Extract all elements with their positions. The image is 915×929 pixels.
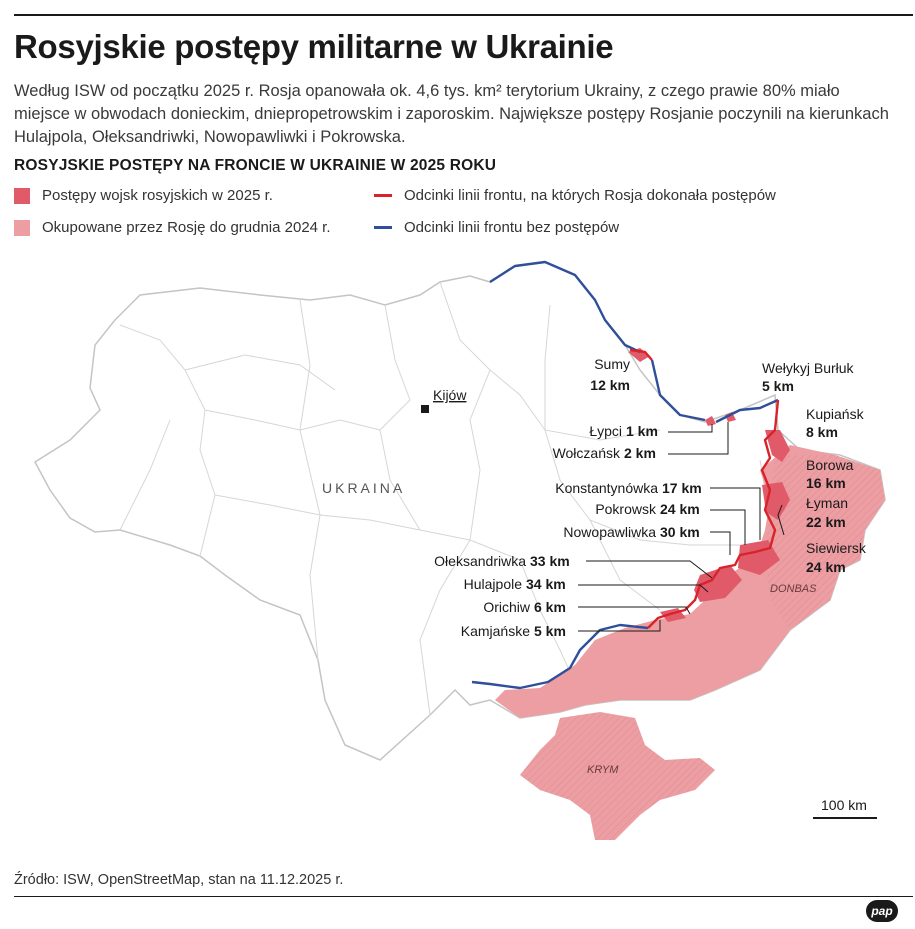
direction-siewiersk: Siewiersk 24 km	[806, 540, 867, 575]
direction-name-pokrowsk: Pokrowsk	[595, 501, 657, 517]
front-line-no-advances	[471, 260, 779, 690]
direction-name-orichiw: Orichiw	[483, 599, 531, 615]
top-rule	[14, 14, 913, 16]
direction-pokrowsk: Pokrowsk 24 km	[595, 501, 699, 517]
direction-lyman: Łyman 22 km	[806, 495, 848, 530]
bottom-rule	[14, 896, 913, 897]
direction-km-sumy: 12 km	[590, 377, 630, 393]
direction-hulajpole: Hulajpole 34 km	[464, 576, 566, 592]
front-advances-line-swatch	[374, 194, 392, 197]
legend-label-advances-2025: Postępy wojsk rosyjskich w 2025 r.	[42, 187, 273, 204]
direction-name-borowa: Borowa	[806, 457, 854, 473]
legend-label-front-no-advances: Odcinki linii frontu bez postępów	[404, 219, 620, 236]
direction-km-kamjanske: 5 km	[534, 623, 566, 639]
direction-wolczansk: Wołczańsk 2 km	[553, 445, 656, 461]
direction-name-lypci: Łypci	[589, 423, 622, 439]
direction-km-lyman: 22 km	[806, 514, 846, 530]
direction-name-kupiansk: Kupiańsk	[806, 406, 865, 422]
direction-kamjanske: Kamjańske 5 km	[461, 623, 566, 639]
legend-label-front-advances: Odcinki linii frontu, na których Rosja d…	[404, 187, 776, 204]
direction-oleksandriwka: Ołeksandriwka 33 km	[434, 553, 570, 569]
leader-lines	[578, 422, 785, 632]
direction-borowa: Borowa 16 km	[806, 457, 854, 491]
direction-km-orichiw: 6 km	[534, 599, 566, 615]
front-no-advances-line-swatch	[374, 226, 392, 229]
kyiv-label: Kijów	[433, 387, 467, 403]
direction-km-kupiansk: 8 km	[806, 424, 838, 440]
direction-sumy: Sumy 12 km	[590, 356, 630, 393]
page-title: Rosyjskie postępy militarne w Ukrainie	[14, 28, 614, 65]
direction-lypci: Łypci 1 km	[589, 423, 658, 439]
direction-kupiansk: Kupiańsk 8 km	[806, 406, 865, 440]
direction-km-siewiersk: 24 km	[806, 559, 846, 575]
direction-welykyj-burluk: Wełykyj Burłuk 5 km	[762, 360, 855, 394]
direction-km-pokrowsk: 24 km	[660, 501, 700, 517]
direction-km-konstantynowka: 17 km	[662, 480, 702, 496]
krym-label: KRYM	[587, 764, 619, 776]
ukraine-outline	[34, 261, 886, 761]
direction-km-nowopawliwka: 30 km	[660, 524, 700, 540]
advances-2025-swatch	[14, 187, 30, 204]
lead-paragraph: Według ISW od początku 2025 r. Rosja opa…	[14, 82, 889, 146]
direction-km-oleksandriwka: 33 km	[530, 553, 570, 569]
country-label: UKRAINA	[322, 480, 405, 496]
legend-item-occupied-2024: Okupowane przez Rosję do grudnia 2024 r.	[14, 219, 331, 236]
legend-item-front-no-advances: Odcinki linii frontu bez postępów	[374, 219, 619, 236]
legend-label-occupied-2024: Okupowane przez Rosję do grudnia 2024 r.	[42, 219, 331, 236]
direction-name-welykyj-burluk: Wełykyj Burłuk	[762, 360, 855, 376]
donbas-label: DONBAS	[770, 583, 817, 595]
direction-name-hulajpole: Hulajpole	[464, 576, 523, 592]
scale-bar: 100 km	[813, 797, 877, 819]
map-subtitle: ROSYJSKIE POSTĘPY NA FRONCIE W UKRAINIE …	[14, 157, 497, 174]
direction-name-lyman: Łyman	[806, 495, 848, 511]
source-note: Źródło: ISW, OpenStreetMap, stan na 11.1…	[14, 872, 344, 888]
direction-name-konstantynowka: Konstantynówka	[555, 480, 658, 496]
direction-name-oleksandriwka: Ołeksandriwka	[434, 553, 526, 569]
ukraine-map: Kijów UKRAINA DONBAS KRYM Sumy 12 km Weł…	[34, 260, 886, 840]
direction-km-borowa: 16 km	[806, 475, 846, 491]
legend: Postępy wojsk rosyjskich w 2025 r. Okupo…	[14, 186, 914, 246]
direction-km-wolczansk: 2 km	[624, 445, 656, 461]
direction-km-lypci: 1 km	[626, 423, 658, 439]
pap-logo: pap	[866, 900, 898, 922]
direction-konstantynowka: Konstantynówka 17 km	[555, 480, 701, 496]
direction-nowopawliwka: Nowopawliwka 30 km	[563, 524, 699, 540]
crimea-hatch	[520, 712, 715, 840]
direction-name-sumy: Sumy	[594, 356, 630, 372]
direction-name-wolczansk: Wołczańsk	[553, 445, 621, 461]
direction-name-siewiersk: Siewiersk	[806, 540, 867, 556]
direction-name-nowopawliwka: Nowopawliwka	[563, 524, 656, 540]
scale-label: 100 km	[821, 797, 867, 813]
direction-orichiw: Orichiw 6 km	[483, 599, 566, 615]
kyiv-marker	[421, 405, 429, 413]
legend-item-front-advances: Odcinki linii frontu, na których Rosja d…	[374, 187, 776, 204]
direction-name-kamjanske: Kamjańske	[461, 623, 530, 639]
occupied-2024-swatch	[14, 219, 30, 236]
direction-km-hulajpole: 34 km	[526, 576, 566, 592]
legend-item-advances-2025: Postępy wojsk rosyjskich w 2025 r.	[14, 187, 273, 204]
donbas-hatch	[765, 455, 885, 630]
direction-km-welykyj-burluk: 5 km	[762, 378, 794, 394]
